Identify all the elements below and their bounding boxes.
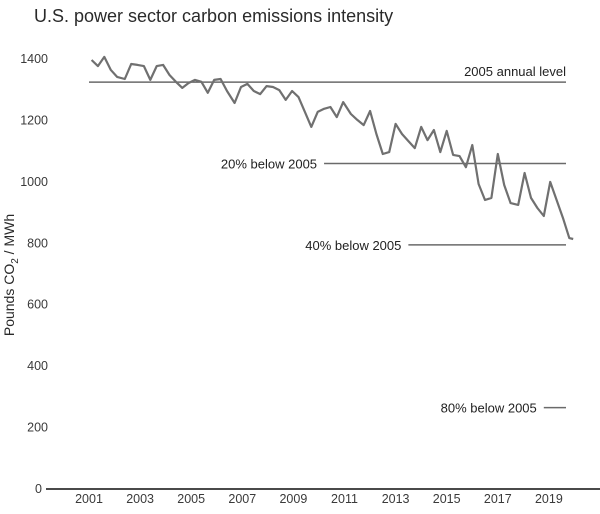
x-tick-label: 2013: [382, 492, 410, 506]
y-tick-label: 200: [27, 421, 48, 435]
reference-line-label: 2005 annual level: [464, 64, 566, 79]
x-tick-label: 2017: [484, 492, 512, 506]
chart-title: U.S. power sector carbon emissions inten…: [34, 6, 393, 26]
y-axis-label-subscript: 2: [10, 258, 21, 264]
y-tick-label: 0: [35, 482, 42, 496]
reference-line-label: 80% below 2005: [441, 401, 537, 416]
y-tick-label: 800: [27, 236, 48, 250]
x-tick-label: 2001: [75, 492, 103, 506]
series-line: [90, 55, 574, 241]
reference-line-label: 40% below 2005: [305, 238, 401, 253]
x-tick-label: 2011: [331, 492, 358, 506]
x-axis-ticks: 2001 2003 2005 2007 2009 2011 2013 2015 2017 2019: [75, 492, 563, 506]
x-tick-label: 2009: [279, 492, 307, 506]
y-tick-label: 1200: [20, 113, 48, 127]
series-group: [90, 55, 574, 241]
y-tick-label: 1000: [20, 175, 48, 189]
x-tick-label: 2003: [126, 492, 154, 506]
y-axis-label-unit: / MWh: [1, 214, 17, 258]
reference-line-label: 20% below 2005: [221, 156, 317, 171]
reference-lines: 2005 annual level 20% below 2005 40% below…: [89, 64, 566, 416]
x-tick-label: 2019: [535, 492, 563, 506]
y-axis-label: Pounds CO2 / MWh: [1, 214, 21, 336]
x-tick-label: 2007: [228, 492, 256, 506]
x-tick-label: 2005: [177, 492, 205, 506]
x-tick-label: 2015: [433, 492, 461, 506]
y-tick-label: 600: [27, 298, 48, 312]
y-axis-ticks: 0 200 400 600 800 1000 1200 1400: [20, 52, 48, 496]
y-tick-label: 400: [27, 359, 48, 373]
y-axis-label-main: Pounds CO: [1, 264, 17, 336]
y-tick-label: 1400: [20, 52, 48, 66]
